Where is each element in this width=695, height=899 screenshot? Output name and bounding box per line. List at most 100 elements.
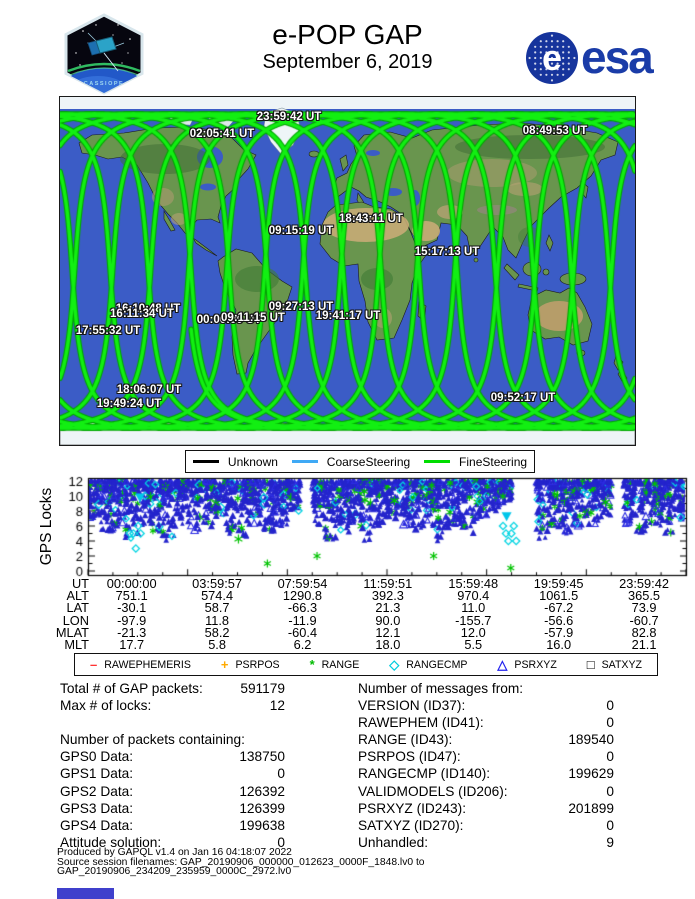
finesteering-line-icon (424, 460, 451, 463)
ephemeris-value: 365.5 (628, 588, 661, 604)
stat-label: RAWEPHEM (ID41): (358, 715, 484, 731)
steering-legend-label: CoarseSteering (326, 454, 411, 469)
message-stats: Number of messages from: VERSION (ID37): 0… (358, 681, 614, 852)
stat-label: Max # of locks: (60, 698, 152, 714)
ephemeris-value: 392.3 (371, 588, 404, 604)
stat-label: GPS2 Data: (60, 783, 134, 799)
stat-value: 12 (269, 698, 285, 714)
psrpos-marker-icon: + (220, 657, 229, 672)
rangecmp-marker-icon: ◇ (389, 656, 400, 672)
map-time-label: 08:49:53 UT (522, 125, 588, 137)
ephemeris-value: -66.3 (287, 600, 318, 616)
map-time-label: 02:05:41 UT (189, 128, 255, 140)
stat-row: PSRPOS (ID47): 0 (358, 749, 614, 766)
stat-label: RANGE (ID43): (358, 732, 453, 748)
ephemeris-value: 12.1 (375, 624, 401, 640)
esa-wordmark: esa (581, 31, 654, 83)
ephemeris-value: 16.0 (546, 636, 572, 652)
ground-track-map: 23:59:42 UT 02:05:41 UT 08:49:53 UT 18:43:1… (59, 96, 636, 446)
map-time-label: 19:49:24 UT (96, 398, 162, 410)
map-time-label: 16:10:48 UT (115, 303, 181, 315)
stat-label: Total # of GAP packets: (60, 681, 203, 696)
rawephemeris-marker-icon: – (89, 657, 98, 672)
ephemeris-value: 6.2 (293, 636, 312, 652)
stat-label: GPS0 Data: (60, 749, 134, 765)
map-time-label: 09:52:17 UT (490, 392, 556, 404)
ephemeris-value: 82.8 (631, 624, 657, 640)
stat-label: GPS1 Data: (60, 766, 134, 782)
steering-legend-item: FineSteering (424, 455, 527, 469)
ephemeris-row-label: MLT (64, 636, 89, 652)
map-time-label: 19:41:17 UT (315, 310, 381, 322)
steering-legend-label: Unknown (227, 454, 278, 469)
ephemeris-row: MLT 17.7 5.8 6.2 18.0 5.5 16.0 21.1 (0, 636, 695, 652)
ephemeris-value: 00:00:00 (106, 576, 157, 591)
range-marker-icon: * (309, 657, 315, 672)
stat-row: Total # of GAP packets: 591179 (60, 681, 285, 698)
satellite-body (95, 36, 117, 54)
marker-legend-item: + PSRPOS (221, 657, 280, 672)
steering-legend-item: Unknown (192, 454, 278, 469)
map-time-label: 18:06:07 UT (116, 384, 182, 396)
ephemeris-row: ALT 751.1 574.4 1290.8 392.3 970.4 1061.5 365.5 (0, 588, 695, 604)
ephemeris-row-label: ALT (66, 588, 89, 604)
stat-label: VERSION (ID37): (358, 698, 466, 714)
marker-legend-item: ◇ RANGECMP (389, 657, 467, 673)
stat-value: 199638 (239, 817, 285, 833)
stat-label: PSRXYZ (ID243): (358, 800, 467, 816)
ephemeris-value: -97.9 (117, 612, 147, 628)
ephemeris-value: -57.9 (544, 624, 574, 640)
ephemeris-value: 23:59:42 (619, 576, 669, 591)
stat-value: 0 (606, 783, 614, 799)
stat-row: GPS0 Data: 138750 (60, 749, 285, 766)
ephemeris-value: 17.7 (119, 636, 145, 652)
marker-legend-label: PSRPOS (235, 658, 280, 671)
marker-legend-item: △ PSRXYZ (497, 657, 556, 673)
stat-row: RAWEPHEM (ID41): 0 (358, 715, 614, 732)
stat-row: GPS3 Data: 126399 (60, 801, 285, 818)
stat-label: RANGECMP (ID140): (358, 766, 491, 782)
ephemeris-value: 12.0 (460, 624, 486, 640)
marker-legend: – RAWEPHEMERIS + PSRPOS * RANGE ◇ RANGECMP △ PSRX… (74, 653, 658, 676)
stat-value: 189540 (568, 732, 614, 748)
cassiope-mission-patch-logo: CASSIOPE (64, 13, 144, 95)
stat-row: Max # of locks: 12 (60, 698, 285, 715)
marker-legend-label: SATXYZ (601, 658, 643, 671)
gps-locks-plot (54, 474, 694, 578)
marker-legend-label: PSRXYZ (514, 658, 557, 671)
ephemeris-value: 1290.8 (282, 588, 323, 604)
marker-legend-label: RANGE (321, 658, 360, 671)
stat-row: VALIDMODELS (ID206): 0 (358, 784, 614, 801)
marker-legend-item: * RANGE (310, 657, 360, 672)
ephemeris-value: 1061.5 (539, 588, 579, 604)
stat-label: Number of messages from: (358, 681, 524, 696)
ephemeris-value: 73.9 (631, 600, 657, 616)
ephemeris-value: 18.0 (375, 636, 401, 652)
steering-legend: Unknown CoarseSteering FineSteering (185, 450, 535, 473)
patch-mission-name: CASSIOPE (84, 81, 124, 87)
stat-row: RANGECMP (ID140): 199629 (358, 766, 614, 783)
ephemeris-value: 19:59:45 (533, 576, 584, 591)
map-time-label: 09:11:15 UT (221, 312, 285, 324)
ephemeris-value: 970.4 (457, 588, 490, 604)
stat-value: 0 (606, 817, 614, 833)
ephemeris-row: LAT -30.1 58.7 -66.3 21.3 11.0 -67.2 73.9 (0, 600, 695, 616)
stat-label: Unhandled: (358, 834, 429, 850)
ephemeris-value: 5.8 (208, 636, 226, 652)
ephemeris-value: 58.7 (204, 600, 230, 616)
psrxyz-marker-icon: △ (497, 656, 508, 672)
ephemeris-row: LON -97.9 11.8 -11.9 90.0 -155.7 -56.6 -60.7 (0, 612, 695, 628)
stat-row: Number of messages from: (358, 681, 614, 698)
footer-line: GAP_20190906_234209_235959_0000C_2972.lv… (57, 866, 292, 878)
stat-row: GPS4 Data: 199638 (60, 818, 285, 835)
ephemeris-value: 90.0 (375, 612, 401, 628)
stat-value: 126399 (239, 800, 285, 816)
ephemeris-value: -11.9 (288, 612, 317, 628)
ephemeris-value: 11.8 (205, 612, 230, 628)
ephemeris-row-label: UT (71, 576, 89, 591)
stat-value: 0 (606, 715, 614, 731)
page-title: e-POP GAP (272, 19, 423, 50)
ephemeris-value: 574.4 (201, 588, 234, 604)
ephemeris-value: 11:59:51 (363, 576, 413, 591)
